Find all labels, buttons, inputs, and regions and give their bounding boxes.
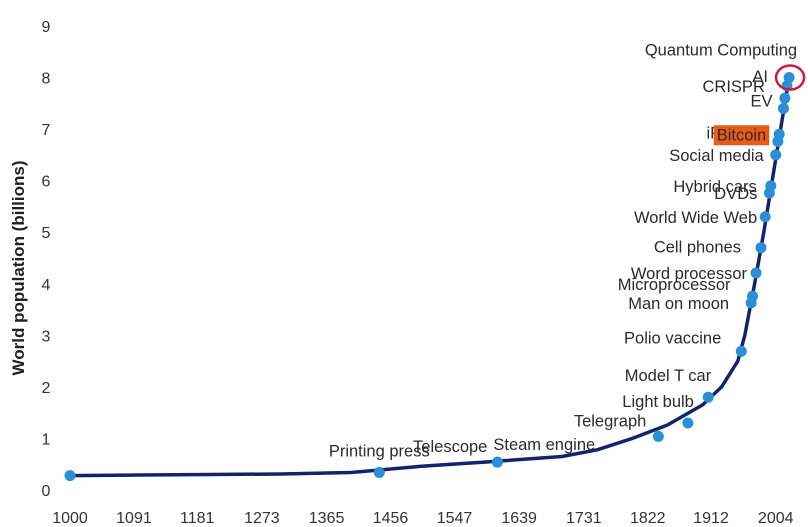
milestone-label: Printing press — [329, 442, 430, 460]
x-tick-label: 1822 — [630, 510, 666, 527]
milestone-label: World Wide Web — [634, 209, 757, 227]
milestone-marker — [373, 466, 385, 478]
milestone-marker — [747, 290, 759, 302]
milestone-label: Telescope — [413, 438, 487, 456]
milestone-marker — [491, 456, 503, 468]
milestone-marker — [777, 102, 789, 114]
current-point-circle — [774, 64, 806, 91]
milestone-label: AI — [752, 68, 768, 86]
milestone-label: Word processor — [631, 265, 748, 283]
bitcoin-highlight — [713, 125, 770, 146]
milestone-marker — [750, 267, 762, 279]
milestone-label: Telegraph — [574, 412, 646, 430]
x-tick-label: 1639 — [501, 510, 537, 527]
milestone-label: Social media — [669, 147, 764, 165]
y-tick-label: 0 — [42, 483, 51, 500]
milestone-marker — [652, 430, 664, 442]
x-tick-label: 1365 — [309, 510, 345, 527]
milestone-marker — [755, 242, 767, 254]
milestone-marker — [759, 211, 771, 223]
x-tick-label: 1912 — [693, 510, 729, 527]
y-tick-label: 4 — [42, 277, 51, 294]
y-tick-label: 9 — [42, 19, 51, 36]
milestone-label: Hybrid cars — [673, 178, 756, 196]
x-tick-label: 1000 — [52, 510, 88, 527]
milestone-label: Light bulb — [622, 393, 694, 411]
x-tick-label: 2004 — [758, 510, 794, 527]
y-tick-label: 1 — [42, 431, 51, 448]
y-tick-label: 2 — [42, 380, 51, 397]
milestone-marker — [773, 128, 785, 140]
milestone-label: Bitcoin — [717, 126, 767, 144]
x-tick-label: 1456 — [373, 510, 409, 527]
data-point — [64, 470, 76, 482]
y-axis-ticks: 0 1 2 3 4 5 6 7 8 9 — [42, 19, 51, 500]
x-tick-label: 1091 — [116, 510, 152, 527]
x-tick-label: 1181 — [180, 510, 215, 527]
milestone-label: Polio vaccine — [624, 329, 721, 347]
milestone-label: Steam engine — [493, 436, 595, 454]
milestone-label: DVDs — [714, 185, 757, 203]
x-tick-label: 1273 — [244, 510, 280, 527]
y-tick-label: 8 — [42, 71, 51, 88]
milestone-marker — [770, 149, 782, 161]
milestone-label: Microprocessor — [618, 276, 731, 294]
milestone-marker — [779, 92, 791, 104]
y-axis-title: World population (billions) — [9, 161, 28, 376]
y-tick-label: 6 — [42, 174, 51, 191]
milestone-label: Man on moon — [628, 295, 729, 313]
milestone-marker — [735, 345, 747, 357]
y-tick-label: 5 — [42, 225, 51, 242]
x-tick-label: 1547 — [437, 510, 473, 527]
milestone-label: CRISPR — [703, 78, 765, 96]
milestone-label: Quantum Computing — [645, 42, 797, 60]
milestone-marker — [765, 180, 777, 192]
y-tick-label: 7 — [42, 122, 51, 139]
x-tick-label: 1731 — [566, 510, 602, 527]
milestone-label: Cell phones — [654, 239, 741, 257]
milestone-marker — [783, 72, 795, 84]
plot-area — [64, 72, 795, 482]
x-axis-ticks: 1000 1091 1181 1273 1365 1456 1547 1639 1731 1822… — [52, 510, 793, 527]
milestone-label: EV — [750, 92, 772, 110]
y-tick-label: 3 — [42, 328, 51, 345]
milestone-marker — [702, 391, 714, 403]
milestone-label: Model T car — [625, 367, 712, 385]
milestone-marker — [682, 417, 694, 429]
population-line — [68, 75, 791, 478]
